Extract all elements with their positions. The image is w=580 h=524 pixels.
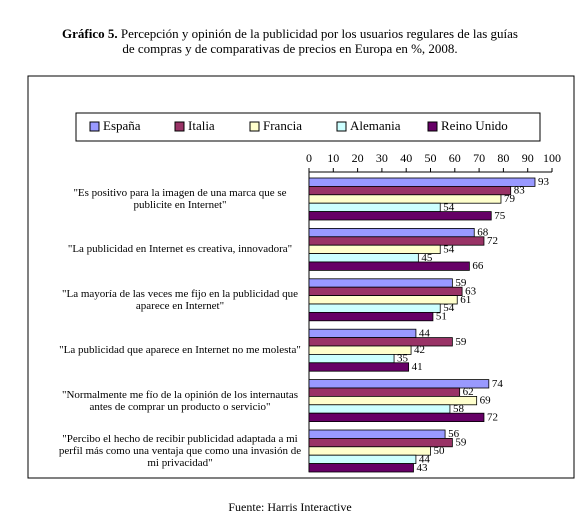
value-label: 69	[480, 395, 492, 407]
x-tick-label: 90	[522, 151, 534, 165]
value-label: 43	[416, 462, 428, 474]
x-tick-label: 0	[306, 151, 312, 165]
value-label: 50	[434, 445, 446, 457]
bar	[308, 185, 512, 196]
chart-frame	[27, 75, 575, 479]
x-tick-label: 60	[449, 151, 461, 165]
bar	[308, 303, 441, 313]
x-tick-label: 100	[543, 151, 561, 165]
value-label: 42	[414, 344, 425, 356]
legend-label: Italia	[188, 118, 215, 133]
bar	[308, 211, 492, 221]
bar	[308, 404, 451, 414]
x-tick-label: 20	[352, 151, 364, 165]
value-label: 72	[487, 235, 498, 247]
bar	[308, 337, 453, 347]
title-prefix: Gráfico 5.	[62, 26, 118, 41]
value-label: 59	[455, 437, 467, 449]
value-label: 74	[492, 378, 504, 390]
x-tick-label: 40	[400, 151, 412, 165]
category-label: "Normalmente me fío de la opinión de los…	[61, 388, 299, 413]
legend-swatch	[427, 121, 438, 132]
value-label: 72	[487, 411, 498, 423]
value-label: 45	[421, 252, 433, 264]
bar	[308, 194, 502, 204]
legend-swatch	[249, 121, 260, 132]
bar	[308, 227, 475, 238]
legend-box	[75, 112, 541, 142]
bar	[308, 295, 458, 305]
value-label: 51	[436, 311, 447, 323]
bar	[308, 286, 463, 297]
value-label: 35	[397, 353, 409, 365]
bar	[308, 429, 446, 439]
value-label: 79	[504, 193, 515, 205]
legend-label: Alemania	[350, 118, 401, 133]
value-label: 63	[465, 285, 477, 297]
bar	[308, 345, 412, 355]
value-label: 41	[412, 361, 423, 373]
legend-swatch	[89, 121, 100, 132]
bar	[308, 253, 419, 263]
bar	[308, 328, 417, 339]
value-label: 56	[448, 428, 460, 440]
bar	[308, 412, 485, 423]
legend-swatch	[336, 121, 347, 132]
x-tick-label: 10	[327, 151, 339, 165]
bar	[308, 311, 434, 322]
value-label: 93	[538, 176, 550, 188]
source: Fuente: Harris Interactive	[228, 500, 352, 514]
legend-swatch	[174, 121, 185, 132]
category-label: "La publicidad que aparece en Internet n…	[59, 344, 301, 357]
value-label: 66	[472, 260, 484, 272]
bar	[308, 395, 478, 406]
value-label: 62	[463, 386, 474, 398]
bar	[308, 454, 417, 465]
value-label: 44	[419, 453, 431, 465]
value-label: 44	[419, 327, 431, 339]
category-label: "Percibo el hecho de recibir publicidad …	[58, 433, 302, 469]
category-label: "La publicidad en Internet es creativa, …	[67, 243, 293, 256]
bar	[308, 387, 461, 397]
chart-title: Gráfico 5. Percepción y opinión de la pu…	[60, 26, 520, 56]
bar	[308, 278, 453, 288]
value-label: 54	[443, 243, 455, 255]
value-label: 54	[443, 201, 455, 213]
legend-label: Francia	[263, 118, 302, 133]
value-label: 83	[514, 185, 526, 197]
bar	[308, 177, 536, 187]
bar	[308, 202, 441, 212]
bar	[308, 236, 485, 246]
value-label: 68	[477, 227, 489, 239]
x-tick-label: 70	[473, 151, 485, 165]
bar	[308, 437, 453, 448]
legend-label: Reino Unido	[441, 118, 508, 133]
legend-label: España	[103, 118, 141, 133]
bar	[308, 463, 414, 473]
x-tick-label: 50	[425, 151, 437, 165]
bar	[308, 362, 410, 372]
title-text: Percepción y opinión de la publicidad po…	[120, 26, 518, 56]
value-label: 75	[494, 210, 506, 222]
x-tick-label: 80	[497, 151, 509, 165]
value-label: 61	[460, 294, 471, 306]
value-label: 54	[443, 302, 455, 314]
bar	[308, 446, 431, 456]
x-tick-label: 30	[376, 151, 388, 165]
value-label: 59	[455, 277, 467, 289]
value-label: 58	[453, 403, 465, 415]
category-label: "Es positivo para la imagen de una marca…	[73, 187, 287, 211]
bar	[308, 353, 395, 364]
category-label: "La mayoría de las veces me fijo en la p…	[61, 287, 298, 312]
value-label: 59	[455, 336, 467, 348]
bar	[308, 261, 470, 271]
